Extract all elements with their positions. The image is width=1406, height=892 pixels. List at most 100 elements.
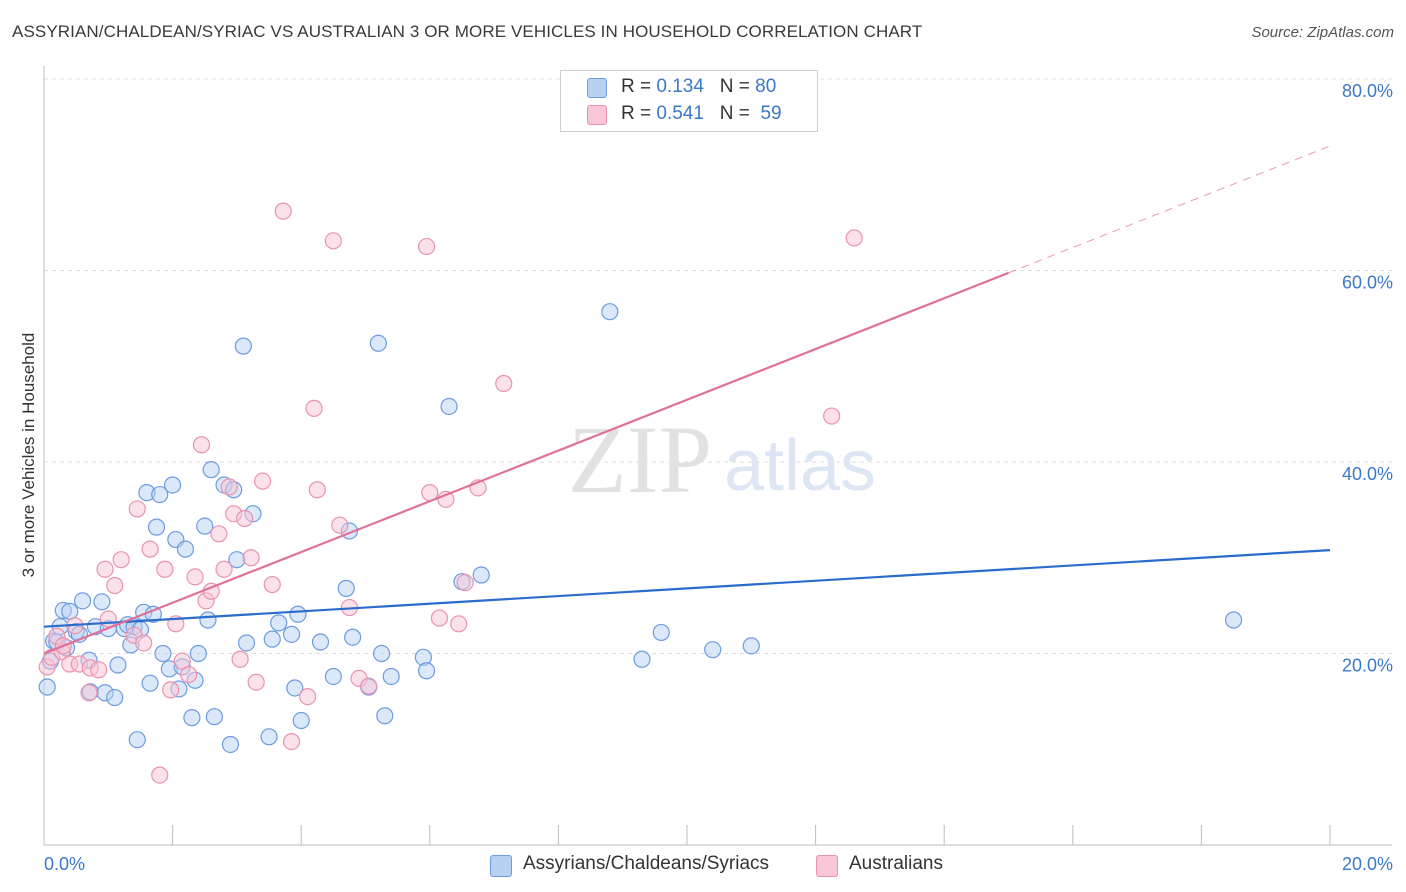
data-point <box>282 625 301 643</box>
watermark-atlas: atlas <box>724 426 876 506</box>
data-point <box>742 637 760 655</box>
data-point <box>417 662 436 680</box>
data-point <box>210 525 228 543</box>
data-point <box>73 592 92 610</box>
data-point <box>141 540 159 558</box>
stats-swatch-blue <box>587 78 607 98</box>
x-tick-label: 20.0% <box>1342 854 1393 874</box>
legend-swatch-blue <box>490 855 512 877</box>
data-point <box>106 688 124 707</box>
data-point <box>260 728 278 746</box>
data-point <box>135 634 153 652</box>
data-point <box>286 679 304 697</box>
y-tick-labels: 20.0% 40.0% 60.0% 80.0% <box>1342 81 1393 676</box>
data-point <box>38 678 56 696</box>
data-point <box>96 560 114 578</box>
data-point <box>601 303 619 321</box>
trend-lines <box>43 145 1331 655</box>
data-point <box>456 574 474 592</box>
data-point <box>128 500 146 518</box>
r-label: R = <box>621 76 652 97</box>
legend-label-assyrians: Assyrians/Chaldeans/Syriacs <box>523 853 770 874</box>
data-point <box>186 568 204 586</box>
y-tick-label: 80.0% <box>1342 81 1393 101</box>
data-point <box>292 711 310 730</box>
data-point <box>221 735 240 754</box>
data-point <box>99 610 117 628</box>
r-value-assyrians: 0.134 <box>656 76 704 97</box>
x-tick-label: 0.0% <box>44 854 85 874</box>
data-point <box>128 731 146 749</box>
data-point <box>282 732 301 751</box>
data-point <box>376 707 394 725</box>
watermark-zip: ZIP <box>568 406 712 513</box>
data-point <box>189 644 207 663</box>
data-point <box>430 609 449 627</box>
r-label: R = <box>621 103 652 124</box>
n-label: N = <box>719 103 750 124</box>
data-point <box>242 549 260 567</box>
data-point <box>845 229 863 247</box>
data-point <box>417 237 436 256</box>
data-point <box>106 576 124 595</box>
n-value-australians: 59 <box>760 103 782 124</box>
data-point <box>162 681 180 699</box>
data-point <box>231 650 249 668</box>
n-label: N = <box>719 76 750 97</box>
data-point <box>199 611 217 629</box>
data-point <box>80 684 98 702</box>
chart-title: ASSYRIAN/CHALDEAN/SYRIAC VS AUSTRALIAN 3… <box>12 22 923 41</box>
data-point <box>633 650 651 668</box>
n-value-assyrians: 80 <box>755 76 777 97</box>
data-point <box>147 518 166 536</box>
data-point <box>274 202 292 220</box>
data-point <box>141 674 159 692</box>
trend-line-assyrians <box>43 548 1331 628</box>
data-point <box>308 481 326 499</box>
data-point <box>154 644 172 663</box>
y-axis-label: 3 or more Vehicles in Household <box>19 333 38 578</box>
data-point <box>299 687 317 706</box>
data-point <box>192 436 211 454</box>
data-point <box>247 673 265 691</box>
data-point <box>305 399 323 417</box>
trend-line-australians-extension <box>1008 145 1331 274</box>
watermark: ZIP atlas <box>568 406 876 513</box>
data-point <box>202 461 220 479</box>
data-point <box>234 337 252 355</box>
data-point <box>93 593 111 611</box>
data-point <box>254 472 272 490</box>
data-point <box>311 633 330 651</box>
legend-swatch-pink <box>816 855 838 877</box>
data-point <box>652 623 670 642</box>
legend-label-australians: Australians <box>849 853 943 874</box>
trend-line-australians <box>43 271 1009 655</box>
data-point <box>344 628 362 646</box>
series-australians-points <box>38 202 863 784</box>
data-point <box>331 516 349 534</box>
data-point <box>704 641 722 659</box>
data-point <box>440 397 458 416</box>
data-point <box>109 656 127 674</box>
data-point <box>151 766 169 784</box>
source-label: Source: ZipAtlas.com <box>1251 24 1394 41</box>
data-point <box>164 476 182 494</box>
grid-lines <box>44 78 1392 654</box>
data-point <box>112 551 130 569</box>
stats-legend-box: R = 0.134 N = 80 R = 0.541 N = 59 <box>560 70 818 132</box>
axes <box>43 66 1392 846</box>
data-point <box>215 560 233 578</box>
data-point <box>263 630 281 648</box>
data-point <box>324 667 342 686</box>
r-value-australians: 0.541 <box>656 103 704 124</box>
data-point <box>1224 611 1243 629</box>
data-point <box>372 644 391 663</box>
data-point <box>196 517 214 535</box>
data-point <box>237 634 256 652</box>
data-point <box>270 614 288 632</box>
data-point <box>156 560 174 578</box>
data-point <box>289 605 307 623</box>
data-point <box>263 575 281 594</box>
data-point <box>180 665 198 684</box>
